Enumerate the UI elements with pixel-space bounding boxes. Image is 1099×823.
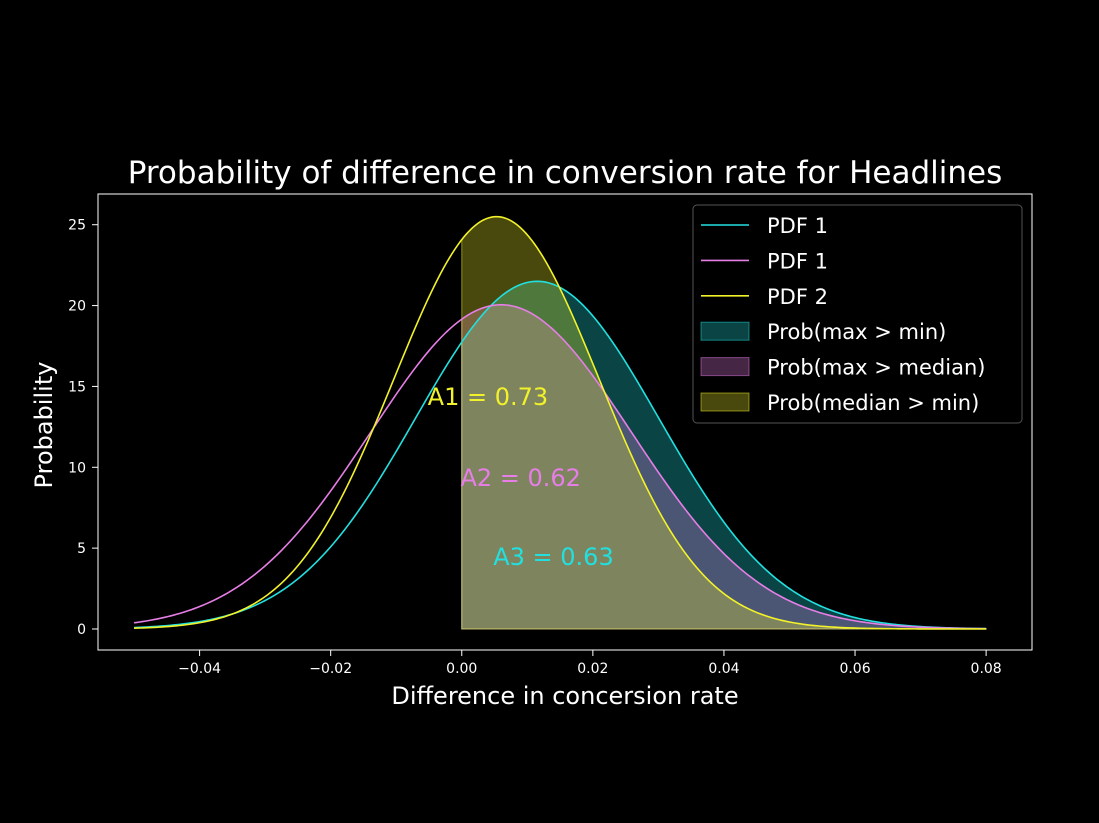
x-tick-label: 0.08	[971, 661, 1002, 677]
y-tick-label: 5	[77, 541, 86, 557]
annotation-1: A1 = 0.73	[428, 383, 549, 411]
y-tick-label: 10	[68, 460, 86, 476]
legend-label: PDF 1	[767, 214, 828, 238]
annotation-3: A3 = 0.63	[493, 543, 614, 571]
x-tick-label: 0.04	[708, 661, 739, 677]
y-axis-label: Probability	[30, 362, 58, 489]
legend-label: Prob(max > median)	[767, 356, 985, 380]
y-tick-label: 25	[68, 218, 86, 234]
legend-patch-swatch	[700, 392, 750, 412]
x-tick-label: −0.02	[309, 661, 352, 677]
y-tick-label: 20	[68, 299, 86, 315]
legend-label: PDF 1	[767, 249, 828, 273]
legend-box	[692, 204, 1023, 424]
legend-label: Prob(median > min)	[767, 391, 979, 415]
y-axis: 0 5 10 15 20 25	[68, 218, 98, 638]
x-tick-label: 0.00	[446, 661, 477, 677]
y-tick-label: 15	[68, 379, 86, 395]
chart-title: Probability of difference in conversion …	[128, 155, 1003, 191]
x-tick-label: 0.06	[839, 661, 870, 677]
plot-area-frame	[97, 193, 1033, 651]
x-axis-label: Difference in concersion rate	[391, 682, 738, 710]
series-line-3	[134, 215, 987, 630]
legend-label: PDF 2	[767, 285, 828, 309]
legend-patch-swatch	[700, 357, 750, 377]
y-tick-label: 0	[77, 622, 86, 638]
annotations-layer: A1 = 0.73 A2 = 0.62 A3 = 0.63	[428, 383, 614, 571]
legend-patch-swatch	[700, 321, 750, 341]
x-tick-label: 0.02	[577, 661, 608, 677]
x-tick-label: −0.04	[178, 661, 221, 677]
x-axis: −0.04 −0.02 0.00 0.02 0.04 0.06 0.08	[178, 650, 1002, 677]
legend-label: Prob(max > min)	[767, 320, 946, 344]
lines-layer	[133, 215, 987, 630]
annotation-2: A2 = 0.62	[460, 464, 580, 492]
series-line-2	[133, 303, 987, 630]
legend: PDF 1 PDF 1 PDF 2 Prob(max > min) Prob(max >…	[692, 204, 1023, 424]
